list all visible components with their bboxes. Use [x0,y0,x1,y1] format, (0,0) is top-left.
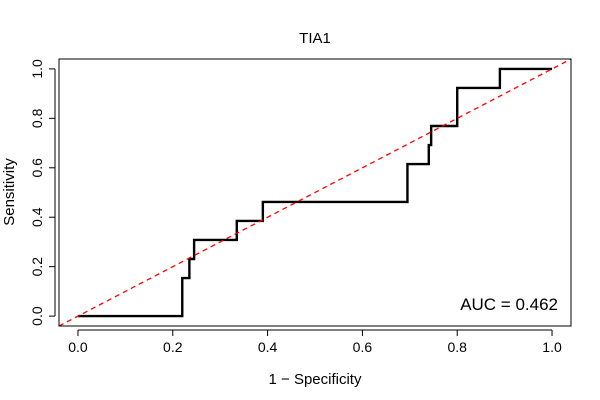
y-axis: 0.0 0.2 0.4 0.6 0.8 1.0 [29,59,56,326]
x-tick-label: 0.0 [68,339,88,355]
x-axis: 0.0 0.2 0.4 0.6 0.8 1.0 [68,329,562,355]
y-tick-label: 0.4 [29,207,45,227]
auc-annotation: AUC = 0.462 [460,295,558,314]
x-tick-label: 1.0 [542,339,562,355]
chart-title: TIA1 [299,30,331,47]
y-tick-label: 0.0 [29,306,45,326]
y-tick-label: 0.8 [29,108,45,128]
y-tick-label: 1.0 [29,59,45,79]
x-tick-label: 0.8 [447,339,467,355]
plot-frame [58,58,572,327]
y-axis-label: Sensitivity [1,158,18,226]
x-axis-label: 1 − Specificity [269,371,362,388]
y-tick-label: 0.6 [29,158,45,178]
x-tick-label: 0.6 [353,339,373,355]
x-tick-label: 0.4 [258,339,278,355]
series-layer [59,59,571,326]
x-tick-label: 0.2 [163,339,183,355]
y-tick-label: 0.2 [29,257,45,277]
reference-diagonal-line [59,59,571,326]
roc-curve-line [77,67,553,318]
